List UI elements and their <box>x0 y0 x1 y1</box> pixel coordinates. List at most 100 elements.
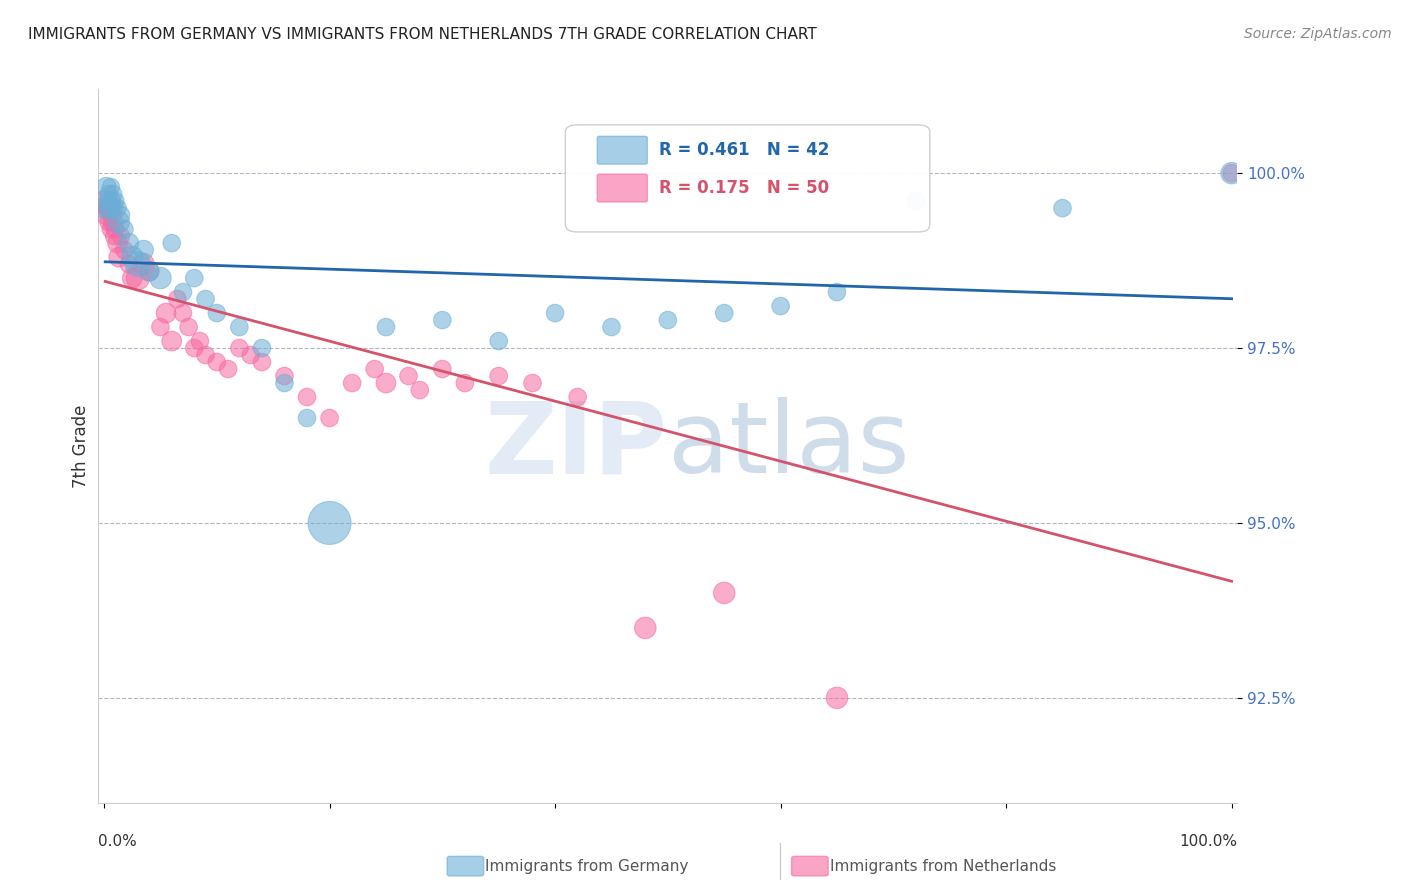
Point <box>118 257 141 271</box>
Point <box>183 341 205 355</box>
Point <box>97 215 120 229</box>
Point <box>194 348 217 362</box>
Point <box>118 236 141 251</box>
Point <box>149 271 172 285</box>
Point <box>904 194 927 208</box>
Point <box>188 334 211 348</box>
Point <box>769 299 792 313</box>
Point <box>172 285 194 299</box>
Text: 0.0%: 0.0% <box>98 834 138 849</box>
Point <box>107 201 129 215</box>
Text: 100.0%: 100.0% <box>1180 834 1237 849</box>
Point <box>239 348 262 362</box>
Y-axis label: 7th Grade: 7th Grade <box>72 404 90 488</box>
Point <box>107 215 129 229</box>
Point <box>96 201 118 215</box>
Point <box>567 390 589 404</box>
Point <box>160 236 183 251</box>
Point <box>488 334 510 348</box>
Point <box>94 201 117 215</box>
Point <box>295 411 318 425</box>
Point <box>155 306 177 320</box>
Point <box>172 306 194 320</box>
Point <box>398 369 420 384</box>
Point <box>110 229 132 244</box>
Text: IMMIGRANTS FROM GERMANY VS IMMIGRANTS FROM NETHERLANDS 7TH GRADE CORRELATION CHA: IMMIGRANTS FROM GERMANY VS IMMIGRANTS FR… <box>28 27 817 42</box>
Point <box>160 334 183 348</box>
Point <box>713 586 735 600</box>
Point <box>103 229 125 244</box>
Text: R = 0.175   N = 50: R = 0.175 N = 50 <box>659 178 830 196</box>
Point <box>132 257 155 271</box>
Point <box>1052 201 1074 215</box>
Point <box>183 271 205 285</box>
Point <box>432 313 454 327</box>
FancyBboxPatch shape <box>565 125 929 232</box>
Point <box>375 376 398 390</box>
Point <box>101 187 124 202</box>
Point <box>250 341 273 355</box>
Point <box>96 194 118 208</box>
Point <box>228 320 250 334</box>
Point <box>409 383 432 397</box>
Text: ZIP: ZIP <box>485 398 668 494</box>
Point <box>250 355 273 369</box>
Point <box>127 271 149 285</box>
Point <box>713 306 735 320</box>
Point <box>96 180 118 194</box>
Point <box>110 208 132 222</box>
Point <box>600 320 623 334</box>
Point <box>825 690 848 705</box>
Point <box>318 516 340 530</box>
Point <box>121 250 143 264</box>
Point <box>657 313 679 327</box>
FancyBboxPatch shape <box>598 174 647 202</box>
Point <box>544 306 567 320</box>
Point <box>363 362 385 376</box>
Point <box>100 180 122 194</box>
Point <box>112 222 135 236</box>
Text: Immigrants from Germany: Immigrants from Germany <box>485 859 689 873</box>
Point <box>1220 166 1243 180</box>
Point <box>228 341 250 355</box>
Point <box>107 250 129 264</box>
Point <box>166 292 188 306</box>
Point <box>273 376 295 390</box>
Point <box>825 285 848 299</box>
Point <box>488 369 510 384</box>
Point <box>97 187 120 202</box>
Point <box>98 201 121 215</box>
Point <box>454 376 477 390</box>
Point <box>138 264 160 278</box>
FancyBboxPatch shape <box>598 136 647 164</box>
Point <box>634 621 657 635</box>
Point <box>103 201 125 215</box>
Point <box>432 362 454 376</box>
Point <box>107 236 129 251</box>
Point <box>217 362 239 376</box>
Point <box>132 243 155 257</box>
Point <box>138 264 160 278</box>
Point <box>318 411 340 425</box>
Point <box>100 222 122 236</box>
Point <box>98 201 121 215</box>
Point <box>127 257 149 271</box>
Point <box>205 306 228 320</box>
Point <box>1220 166 1243 180</box>
Point <box>94 194 117 208</box>
Text: Source: ZipAtlas.com: Source: ZipAtlas.com <box>1244 27 1392 41</box>
Point <box>104 194 127 208</box>
Point <box>522 376 544 390</box>
Point <box>121 271 143 285</box>
Text: Immigrants from Netherlands: Immigrants from Netherlands <box>830 859 1056 873</box>
Point <box>101 215 124 229</box>
Point <box>104 222 127 236</box>
Point <box>273 369 295 384</box>
Text: R = 0.461   N = 42: R = 0.461 N = 42 <box>659 141 830 159</box>
Point <box>112 243 135 257</box>
Point <box>177 320 200 334</box>
Point <box>295 390 318 404</box>
Point <box>205 355 228 369</box>
Point <box>340 376 363 390</box>
Point <box>149 320 172 334</box>
